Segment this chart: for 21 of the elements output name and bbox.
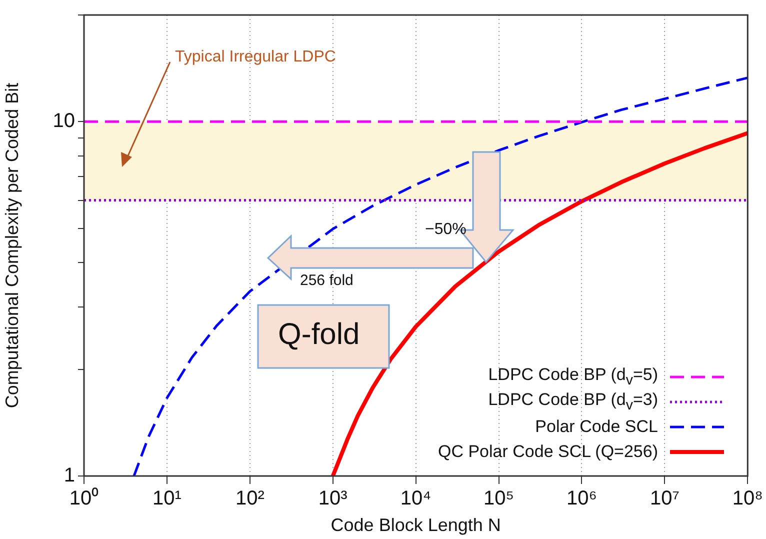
x-tick-label: 10⁴ xyxy=(400,488,432,510)
x-tick-label: 10¹ xyxy=(152,488,182,510)
x-tick-label: 10² xyxy=(235,488,265,510)
x-tick-label: 10⁰ xyxy=(69,486,99,510)
x-axis-title: Code Block Length N xyxy=(330,515,501,536)
annotation: −50% xyxy=(425,221,466,239)
x-tick-label: 10³ xyxy=(318,488,348,510)
x-tick-label: 10⁵ xyxy=(484,488,514,510)
legend-label: QC Polar Code SCL (Q=256) xyxy=(438,442,658,462)
annotation: 256 fold xyxy=(300,272,354,289)
x-tick-label: 10⁶ xyxy=(566,488,597,510)
annotation: Q-fold xyxy=(278,318,360,352)
x-tick-label: 10⁸ xyxy=(732,488,763,510)
y-tick-label: 10 xyxy=(52,110,75,132)
legend-label: Polar Code SCL xyxy=(535,416,658,436)
legend-label: LDPC Code BP (d$_{v}$=3) xyxy=(488,390,658,414)
legend-label: LDPC Code BP (d$_{v}$=5) xyxy=(488,364,658,388)
band-label: Typical Irregular LDPC xyxy=(175,48,336,66)
y-axis-title: Computational Complexity per Coded Bit xyxy=(2,82,22,408)
x-tick-label: 10⁷ xyxy=(650,488,680,510)
y-tick-label: 1 xyxy=(64,464,75,487)
